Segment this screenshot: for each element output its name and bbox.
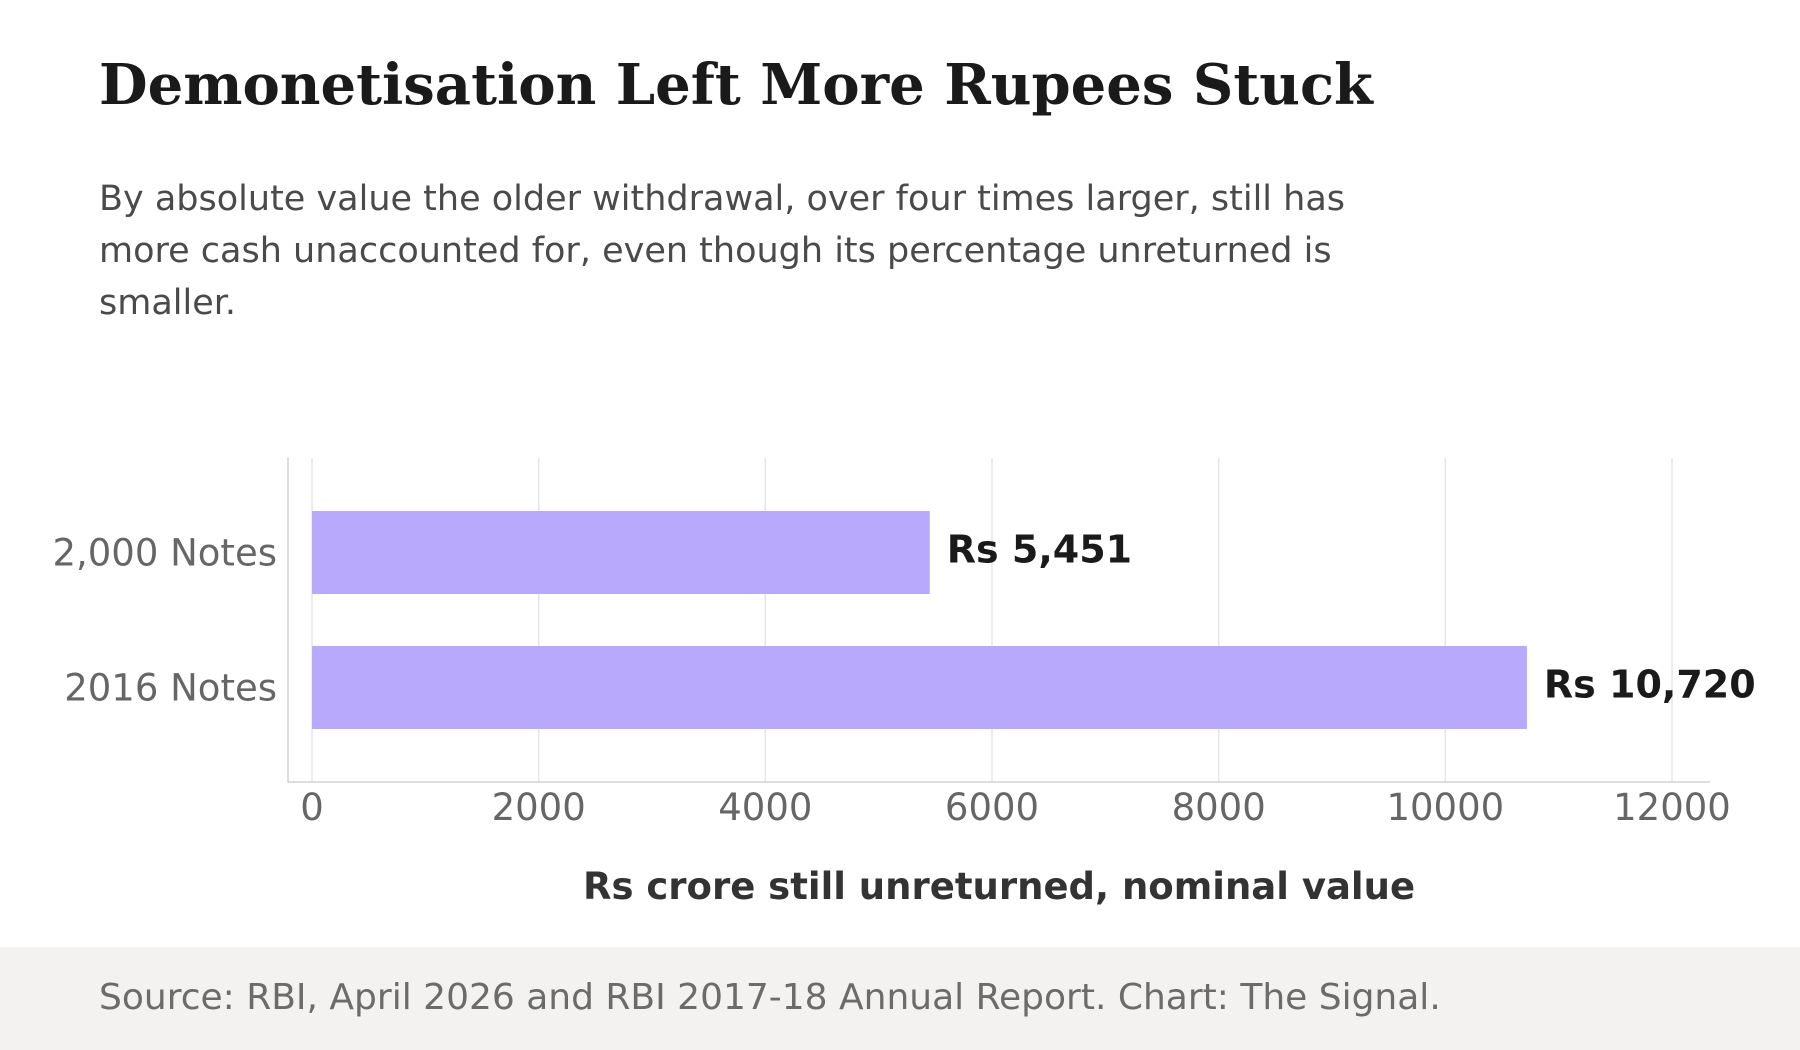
x-tick-label: 10000 — [1386, 786, 1504, 829]
source-note: Source: RBI, April 2026 and RBI 2017-18 … — [99, 977, 1441, 1018]
x-axis-label: Rs crore still unreturned, nominal value — [583, 865, 1415, 908]
category-label: 2,000 Notes — [52, 532, 277, 575]
bars — [312, 511, 1527, 729]
data-label: Rs 5,451 — [947, 528, 1132, 572]
x-tick-label: 2000 — [492, 786, 586, 829]
bar-chart: 0 2000 4000 6000 8000 10000 12000 2,000 Notes Rs… — [52, 458, 1756, 908]
data-label: Rs 10,720 — [1544, 663, 1756, 707]
category-label: 2016 Notes — [64, 667, 277, 710]
bar — [312, 646, 1527, 729]
x-tick-label: 8000 — [1172, 786, 1266, 829]
chart-title: Demonetisation Left More Rupees Stuck — [99, 52, 1373, 118]
labels: 0 2000 4000 6000 8000 10000 12000 2,000 Notes Rs… — [52, 528, 1755, 830]
x-tick-label: 12000 — [1613, 786, 1731, 829]
bar — [312, 511, 930, 594]
footer-band — [0, 947, 1800, 1050]
x-tick-label: 0 — [300, 786, 324, 829]
x-tick-label: 6000 — [945, 786, 1039, 829]
axes — [287, 458, 1710, 783]
chart-subtitle: By absolute value the older withdrawal, … — [99, 179, 1346, 323]
x-tick-label: 4000 — [718, 786, 812, 829]
gridlines — [311, 458, 1673, 782]
